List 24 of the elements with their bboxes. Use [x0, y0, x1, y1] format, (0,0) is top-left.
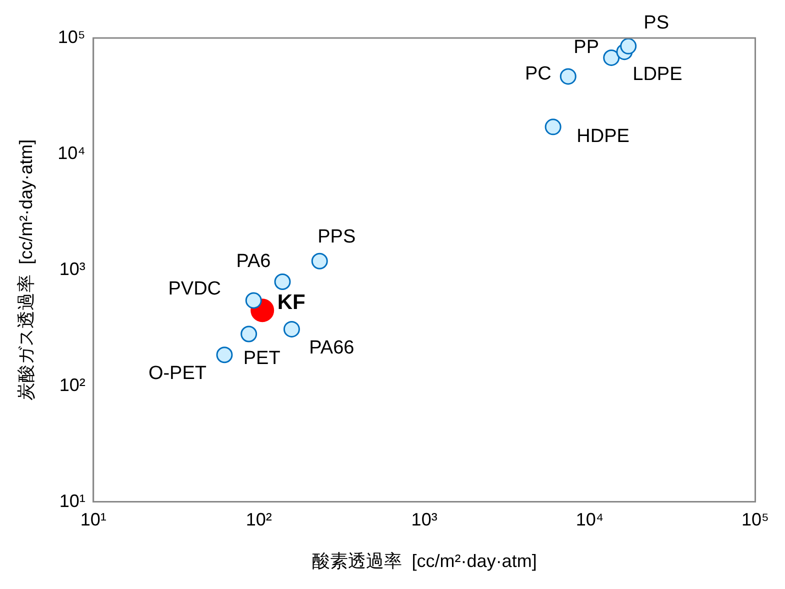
y-tick-label: 10¹	[59, 490, 86, 511]
annotation: PA66	[309, 337, 354, 358]
x-tick-label: 10³	[411, 510, 438, 530]
annotation: PVDC	[168, 278, 222, 300]
x-tick-label: 10¹	[80, 510, 106, 530]
annotation: PET	[243, 348, 281, 370]
x-axis-title: 酸素透過率 [cc/m²·day·atm]	[312, 551, 537, 572]
annotation: PA6	[236, 251, 271, 272]
y-tick-label: 10³	[59, 258, 86, 279]
annotation: LDPE	[632, 64, 682, 86]
y-tick-label: 10⁴	[58, 142, 86, 163]
annotation: HDPE	[576, 126, 630, 148]
annotation: PP	[574, 36, 600, 58]
annotation: PS	[644, 12, 670, 34]
annotation: O-PET	[148, 363, 207, 384]
y-tick-label: 10⁵	[58, 26, 86, 47]
y-tick-label: 10²	[59, 374, 86, 395]
x-tick-label: 10²	[246, 510, 272, 530]
annotation: PPS	[318, 226, 356, 248]
x-tick-label: 10⁵	[742, 510, 769, 530]
series-label: KF	[277, 291, 306, 314]
x-tick-label: 10⁴	[576, 510, 604, 530]
annotation: PC	[524, 64, 552, 85]
y-axis-title: 炭酸ガス透過率 [cc/m²·day·atm]	[16, 139, 36, 400]
